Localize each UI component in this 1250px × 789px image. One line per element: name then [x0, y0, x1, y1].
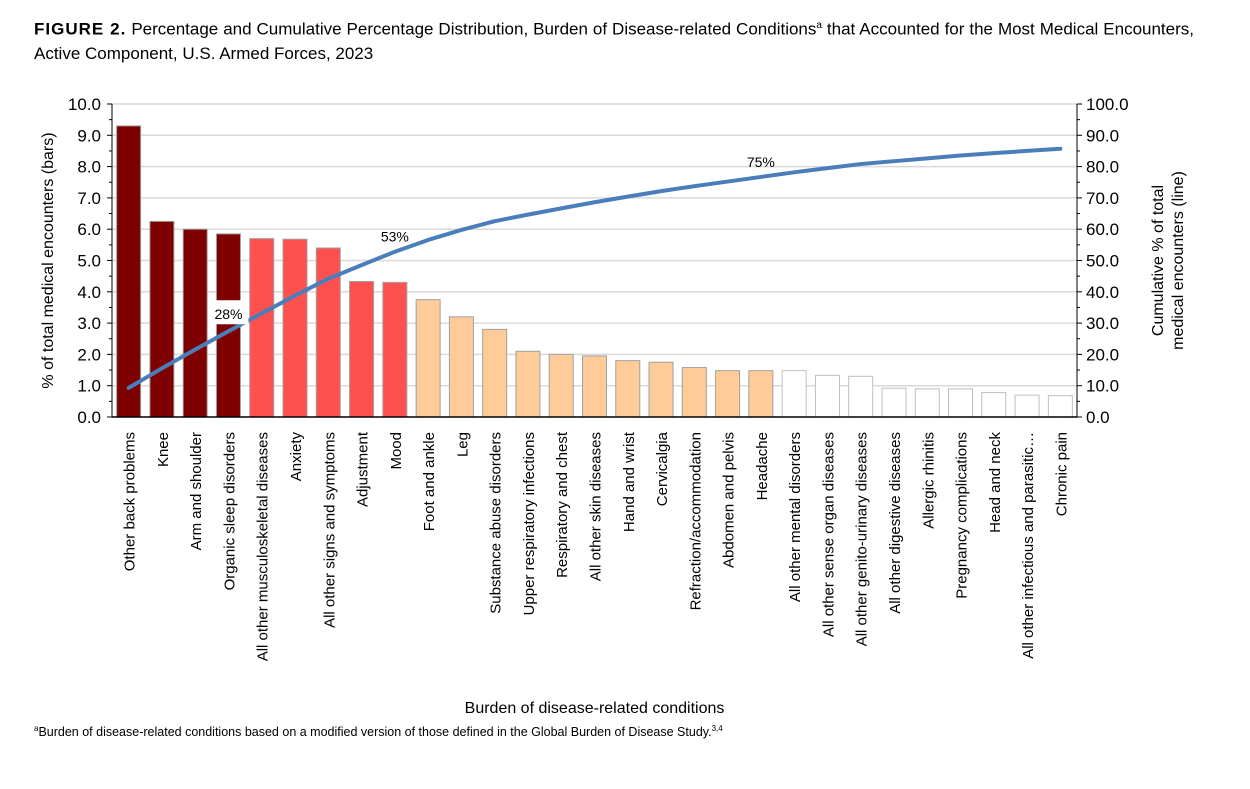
bar [415, 299, 441, 418]
bar [948, 388, 974, 418]
x-tick-label: All other musculoskeletal diseases [255, 432, 272, 661]
annotation-label: 28% [214, 306, 242, 322]
bar [349, 280, 375, 418]
x-tick-label: Mood [388, 432, 405, 470]
x-tick-label: Foot and ankle [421, 432, 438, 531]
bar [382, 281, 408, 418]
y-tick-label: 4.0 [77, 283, 101, 302]
bar [249, 238, 275, 418]
x-tick-label: Pregnancy complications [954, 432, 971, 599]
x-tick-label: Organic sleep disorders [221, 432, 238, 590]
x-tick-label: Leg [454, 432, 471, 457]
y-tick-label: 10.0 [68, 95, 101, 114]
bar [182, 228, 208, 418]
bar [116, 125, 142, 418]
x-axis-title: Burden of disease-related conditions [465, 700, 725, 717]
bar [748, 370, 774, 418]
figure-title: FIGURE 2. Percentage and Cumulative Perc… [34, 14, 1194, 66]
bar [282, 238, 308, 418]
y-tick-label: 3.0 [77, 314, 101, 333]
x-tick-label: Substance abuse disorders [488, 432, 505, 614]
figure-label: FIGURE 2. [34, 19, 127, 39]
y-tick-label: 7.0 [77, 189, 101, 208]
footnote-ref: 3,4 [711, 724, 723, 733]
bar [715, 370, 741, 418]
bar [681, 367, 707, 418]
annotation-label: 53% [381, 229, 409, 245]
x-tick-label: Refraction/accommodation [687, 432, 704, 610]
x-tick-label: Chronic pain [1053, 432, 1070, 516]
bar [848, 375, 874, 418]
y-tick-label: 6.0 [77, 220, 101, 239]
x-tick-label: Hand and wrist [621, 431, 638, 532]
x-tick-label: Upper respiratory infections [521, 432, 538, 615]
y2-axis-title-2: medical encounters (line) [1170, 171, 1187, 350]
y2-tick-label: 100.0 [1086, 95, 1129, 114]
x-tick-label: All other sense organ diseases [820, 432, 837, 637]
bar [448, 316, 474, 418]
x-tick-label: All other genito-urinary diseases [854, 432, 871, 646]
y-tick-label: 5.0 [77, 252, 101, 271]
x-tick-label: All other signs and symptoms [321, 432, 338, 628]
bar [482, 328, 508, 418]
x-tick-label: Other back problems [122, 432, 139, 571]
y2-tick-label: 40.0 [1086, 283, 1119, 302]
y2-tick-label: 90.0 [1086, 126, 1119, 145]
y2-tick-label: 60.0 [1086, 220, 1119, 239]
x-tick-label: Headache [754, 432, 771, 500]
x-tick-label: Cervicalgia [654, 431, 671, 506]
y2-tick-label: 50.0 [1086, 252, 1119, 271]
title-text: Percentage and Cumulative Percentage Dis… [126, 19, 817, 39]
bar [814, 374, 840, 418]
bar [1014, 394, 1040, 418]
y2-tick-label: 80.0 [1086, 158, 1119, 177]
y-tick-label: 2.0 [77, 345, 101, 364]
bar [914, 388, 940, 418]
bar [648, 361, 674, 418]
x-tick-label: All other skin diseases [588, 432, 605, 581]
y2-tick-label: 30.0 [1086, 314, 1119, 333]
bar [781, 370, 807, 418]
bar [981, 392, 1007, 418]
y2-tick-label: 70.0 [1086, 189, 1119, 208]
bar [149, 220, 175, 418]
y-tick-label: 8.0 [77, 158, 101, 177]
bar [515, 350, 541, 418]
bar [315, 247, 341, 418]
x-tick-label: All other infectious and parasitic… [1020, 432, 1037, 659]
bar [881, 387, 907, 418]
title-sup: a [816, 20, 822, 31]
y-axis-title: % of total medical encounters (bars) [40, 132, 57, 388]
y2-tick-label: 20.0 [1086, 345, 1119, 364]
x-tick-label: Adjustment [355, 431, 372, 507]
x-tick-label: Head and neck [987, 432, 1004, 533]
annotation-label: 75% [747, 154, 775, 170]
x-tick-label: Allergic rhinitis [920, 432, 937, 529]
x-tick-label: All other mental disorders [787, 432, 804, 602]
y2-tick-label: 0.0 [1086, 408, 1110, 427]
annotation-bg [208, 300, 249, 325]
x-tick-label: Arm and shoulder [188, 432, 205, 550]
y-tick-label: 9.0 [77, 126, 101, 145]
x-tick-label: All other digestive diseases [887, 432, 904, 614]
x-tick-label: Knee [155, 432, 172, 467]
bar [548, 353, 574, 418]
bar [1047, 395, 1073, 418]
y-tick-label: 1.0 [77, 377, 101, 396]
x-tick-label: Abdomen and pelvis [721, 432, 738, 568]
y2-tick-label: 10.0 [1086, 377, 1119, 396]
x-tick-label: Anxiety [288, 432, 305, 482]
y2-axis-title: Cumulative % of total [1150, 185, 1167, 336]
footnote-sup: a [34, 724, 39, 733]
bar [582, 355, 607, 418]
title-text-2: that Accounted for the Most Medical Enco… [34, 19, 1194, 63]
x-tick-label: Respiratory and chest [554, 431, 571, 578]
footnote-text: Burden of disease-related conditions bas… [38, 725, 712, 740]
bar [615, 360, 641, 418]
y-tick-label: 0.0 [77, 408, 101, 427]
footnote: aBurden of disease-related conditions ba… [34, 724, 723, 739]
cumulative-line [126, 146, 1063, 390]
